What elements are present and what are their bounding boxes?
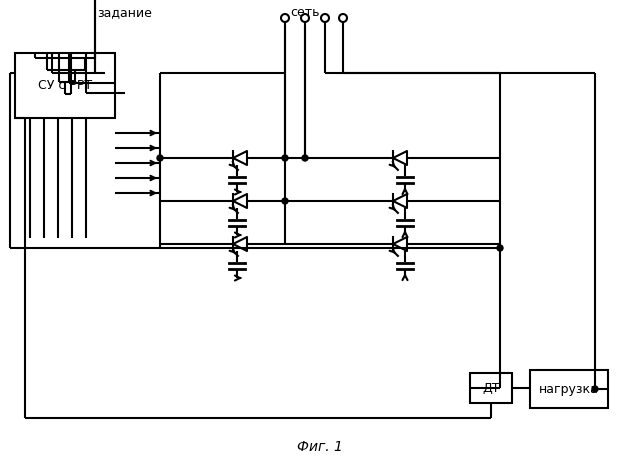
- Text: нагрузка: нагрузка: [539, 382, 599, 395]
- Text: сеть: сеть: [290, 6, 319, 19]
- Circle shape: [157, 155, 163, 161]
- Bar: [530, 370, 608, 408]
- Circle shape: [282, 198, 288, 204]
- Text: ДТ: ДТ: [483, 381, 500, 395]
- Text: СУ с РРТ: СУ с РРТ: [38, 79, 92, 92]
- Bar: [470, 373, 512, 403]
- Text: Фиг. 1: Фиг. 1: [297, 440, 343, 454]
- Text: задание: задание: [97, 6, 152, 19]
- Circle shape: [592, 386, 598, 392]
- Circle shape: [302, 155, 308, 161]
- Circle shape: [282, 155, 288, 161]
- Circle shape: [497, 245, 503, 251]
- Bar: [15, 53, 115, 118]
